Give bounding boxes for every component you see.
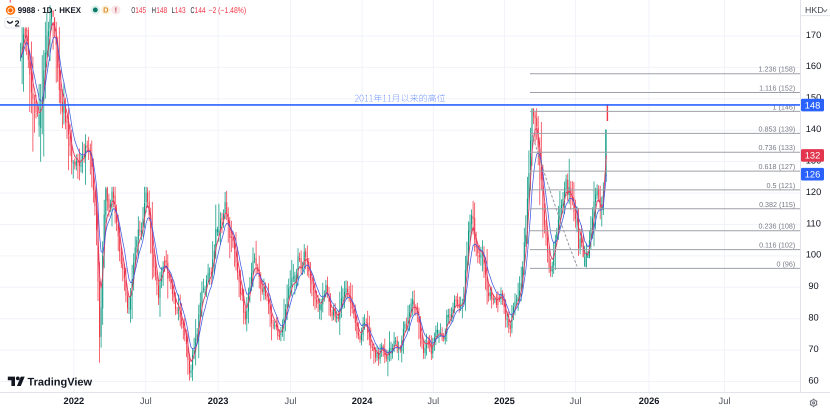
svg-text:60: 60 [808,375,818,385]
svg-text:145: 145 [135,5,146,15]
svg-text:100: 100 [806,250,822,260]
svg-text:126: 126 [805,170,821,180]
svg-text:144: 144 [195,5,206,15]
svg-text:148: 148 [156,5,167,15]
svg-text:160: 160 [806,61,822,71]
svg-text:0 (96): 0 (96) [777,259,796,268]
svg-text:0.5 (121): 0.5 (121) [767,181,796,190]
svg-text:80: 80 [808,313,818,323]
svg-text:0.736 (133): 0.736 (133) [759,143,796,152]
svg-text:143: 143 [175,5,186,15]
svg-text:0.618 (127): 0.618 (127) [759,162,796,171]
svg-text:0.853 (139): 0.853 (139) [759,124,796,133]
svg-text:D: D [103,6,109,15]
svg-text:140: 140 [806,124,822,134]
svg-text:2023: 2023 [208,396,229,406]
svg-text:90: 90 [808,281,818,291]
svg-text:Jul: Jul [719,396,731,406]
svg-text:Jul: Jul [570,396,582,406]
svg-text:132: 132 [805,151,821,161]
svg-text:0.382 (115): 0.382 (115) [759,200,795,209]
svg-text:1.116 (152): 1.116 (152) [759,84,795,93]
svg-text:0.236 (108): 0.236 (108) [759,222,796,231]
svg-text:Jul: Jul [427,396,439,406]
svg-text:HKD: HKD [805,5,824,15]
svg-text:2026: 2026 [639,396,660,406]
svg-text:120: 120 [806,187,822,197]
svg-text:170: 170 [806,30,822,40]
svg-text:1 (146): 1 (146) [773,102,796,111]
svg-text:2025: 2025 [494,396,515,406]
svg-text:−2 (−1.48%): −2 (−1.48%) [209,5,247,15]
svg-text:9988 · 1D · HKEX: 9988 · 1D · HKEX [18,5,82,15]
svg-text:Jul: Jul [140,396,152,406]
svg-text:148: 148 [805,100,821,110]
svg-text:110: 110 [806,218,821,228]
svg-text:70: 70 [808,344,818,354]
svg-text:2: 2 [15,19,20,29]
svg-text:!: ! [115,6,117,15]
svg-text:2024: 2024 [352,396,374,406]
svg-text:Jul: Jul [285,396,297,406]
svg-text:2022: 2022 [64,396,85,406]
svg-text:0.116 (102): 0.116 (102) [759,241,795,250]
svg-text:TradingView: TradingView [28,377,93,389]
svg-text:1.236 (158): 1.236 (158) [759,65,796,74]
